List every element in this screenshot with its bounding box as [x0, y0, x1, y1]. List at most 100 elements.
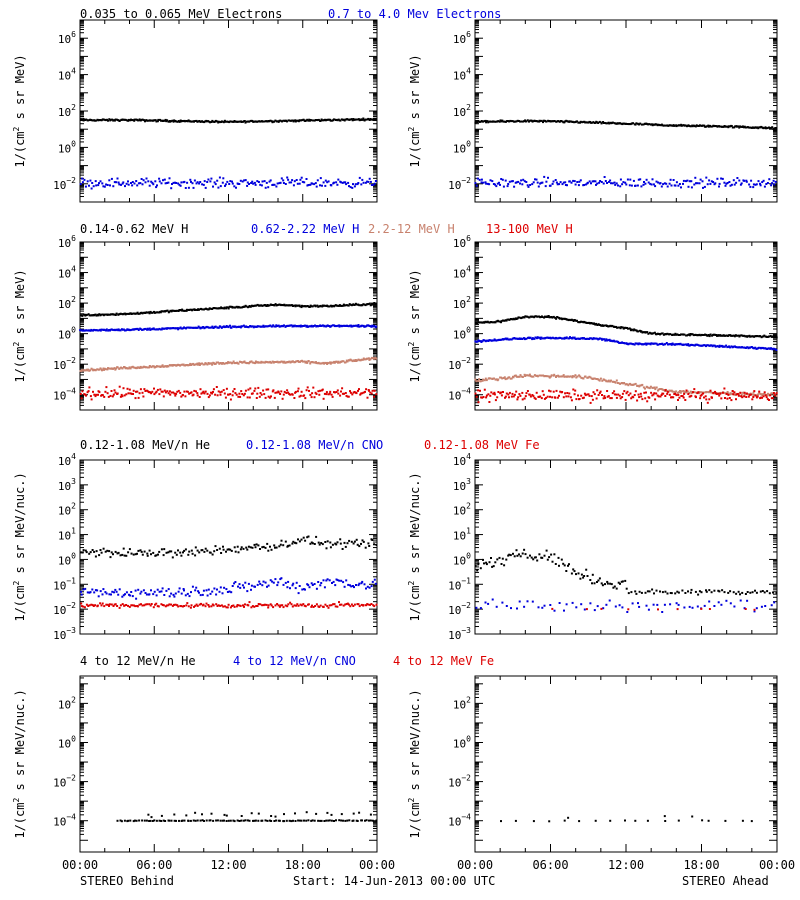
data-point: [316, 179, 319, 182]
data-point: [701, 124, 704, 127]
data-point: [606, 390, 609, 392]
y-axis-label-behind: 1/(cm2 s sr MeV): [12, 54, 27, 167]
data-point: [637, 393, 640, 396]
data-point: [698, 391, 701, 394]
data-point: [647, 386, 650, 389]
data-point: [229, 120, 232, 123]
data-point: [336, 304, 339, 307]
plot-frame: [474, 459, 778, 635]
data-point: [165, 551, 168, 554]
data-point: [691, 125, 694, 128]
data-point: [502, 391, 504, 393]
data-point: [117, 593, 120, 596]
data-point: [353, 185, 356, 188]
data-point: [108, 593, 111, 596]
data-point: [138, 367, 141, 369]
data-point: [243, 305, 246, 308]
data-point: [233, 605, 236, 608]
data-point: [594, 180, 597, 183]
data-point: [156, 605, 159, 608]
data-point: [335, 543, 338, 546]
data-point: [531, 375, 534, 378]
data-point: [753, 126, 755, 129]
data-point: [492, 120, 495, 123]
data-point: [567, 319, 570, 322]
data-point: [253, 181, 256, 184]
data-point: [331, 582, 333, 584]
data-point: [213, 181, 216, 184]
data-point: [280, 539, 283, 542]
data-point: [356, 325, 359, 328]
data-point: [139, 388, 142, 391]
data-point: [238, 604, 241, 607]
data-point: [241, 393, 244, 395]
data-point: [260, 360, 263, 363]
data-point: [344, 603, 347, 606]
data-point: [545, 375, 548, 378]
series-black: [79, 117, 378, 124]
data-point: [525, 337, 528, 340]
data-point: [689, 333, 692, 335]
data-point: [311, 182, 314, 185]
data-point: [147, 119, 150, 122]
data-point: [299, 603, 302, 606]
data-point: [179, 364, 182, 367]
data-point: [291, 542, 294, 545]
data-point: [355, 538, 358, 541]
data-point: [640, 395, 643, 398]
data-point: [227, 361, 230, 364]
data-point: [481, 321, 484, 324]
data-point: [148, 391, 150, 394]
data-point: [268, 120, 271, 123]
data-point: [120, 393, 123, 396]
data-point: [499, 119, 502, 122]
data-point: [198, 551, 201, 554]
data-point: [759, 182, 761, 185]
data-point: [337, 392, 340, 395]
data-point: [597, 122, 600, 124]
data-point: [623, 122, 626, 125]
data-point: [599, 377, 602, 380]
data-point: [130, 328, 133, 331]
data-point: [252, 361, 255, 364]
data-point: [274, 578, 277, 581]
data-point: [270, 361, 273, 364]
data-point: [200, 308, 203, 311]
data-point: [120, 183, 122, 186]
data-point: [592, 180, 595, 183]
data-point: [358, 325, 361, 328]
data-point: [573, 180, 576, 183]
data-point: [755, 183, 758, 186]
data-point: [372, 325, 374, 328]
data-point: [91, 588, 94, 591]
data-point: [125, 329, 127, 332]
data-point: [341, 324, 344, 327]
data-point: [679, 390, 681, 392]
series-red: [80, 601, 378, 609]
data-point: [341, 181, 344, 184]
data-point: [265, 325, 268, 328]
data-point: [527, 185, 530, 188]
data-point: [608, 122, 611, 125]
data-point: [328, 325, 330, 327]
y-tick-label: 100: [58, 551, 76, 567]
data-point: [542, 121, 544, 124]
data-point: [495, 185, 498, 188]
data-point: [109, 184, 111, 187]
data-point: [100, 604, 103, 607]
data-point: [267, 606, 270, 609]
data-point: [480, 178, 483, 181]
data-point: [322, 181, 325, 184]
data-point: [740, 393, 743, 396]
data-point: [577, 394, 579, 397]
data-point: [328, 604, 331, 607]
data-point: [217, 120, 220, 123]
y-tick-label: 102: [453, 295, 471, 311]
data-point: [100, 328, 103, 331]
data-point: [531, 183, 534, 186]
data-point: [319, 177, 322, 180]
data-point: [177, 590, 180, 593]
data-point: [138, 603, 141, 606]
data-point: [571, 120, 574, 123]
data-point: [621, 341, 624, 344]
